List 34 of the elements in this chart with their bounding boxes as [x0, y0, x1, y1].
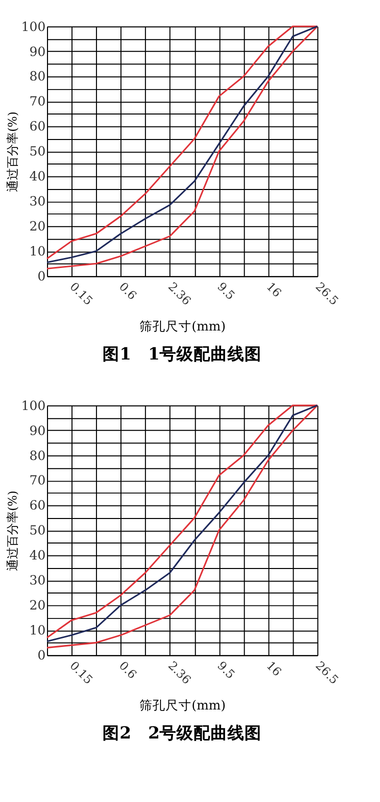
- x-tick-label: 16: [264, 279, 284, 300]
- y-tick-label: 20: [29, 598, 46, 614]
- x-tick-label: 9.5: [214, 279, 238, 303]
- y-tick-label: 40: [29, 548, 46, 564]
- y-tick-label: 80: [29, 70, 46, 85]
- y-tick-label: 30: [29, 574, 46, 589]
- y-tick-label: 50: [29, 524, 46, 539]
- text: 图1 1号级配曲线图: [102, 344, 262, 364]
- y-tick-label: 60: [29, 120, 46, 135]
- y-tick-label: 60: [29, 498, 46, 514]
- y-tick-label: 70: [29, 94, 46, 110]
- y-tick-label: 70: [29, 474, 46, 489]
- y-tick-label: 80: [29, 448, 46, 464]
- y-tick-label: 30: [29, 194, 46, 210]
- y-tick-label: 100: [21, 20, 46, 35]
- y-tick-label: 90: [29, 424, 46, 439]
- y-axis-title: 通过百分率(%): [5, 112, 20, 192]
- y-tick-label: 50: [29, 144, 46, 160]
- y-tick-label: 0: [37, 270, 46, 285]
- x-axis-title: 筛孔尺寸(mm): [140, 320, 226, 335]
- x-tick-label: 16: [264, 658, 284, 679]
- y-tick-label: 10: [29, 244, 46, 260]
- y-tick-label: 20: [29, 220, 46, 235]
- y-tick-label: 40: [29, 170, 46, 185]
- y-tick-label: 0: [37, 648, 46, 664]
- y-tick-label: 10: [29, 624, 46, 639]
- x-axis-title: 筛孔尺寸(mm): [140, 698, 226, 714]
- text: 图2 2号级配曲线图: [102, 722, 262, 743]
- y-axis-title: 通过百分率(%): [5, 490, 20, 571]
- x-tick-label: 0.6: [116, 658, 140, 682]
- y-tick-label: 90: [29, 44, 46, 60]
- x-tick-label: 9.5: [214, 658, 238, 682]
- y-tick-label: 100: [21, 398, 46, 414]
- x-tick-label: 0.6: [116, 279, 140, 303]
